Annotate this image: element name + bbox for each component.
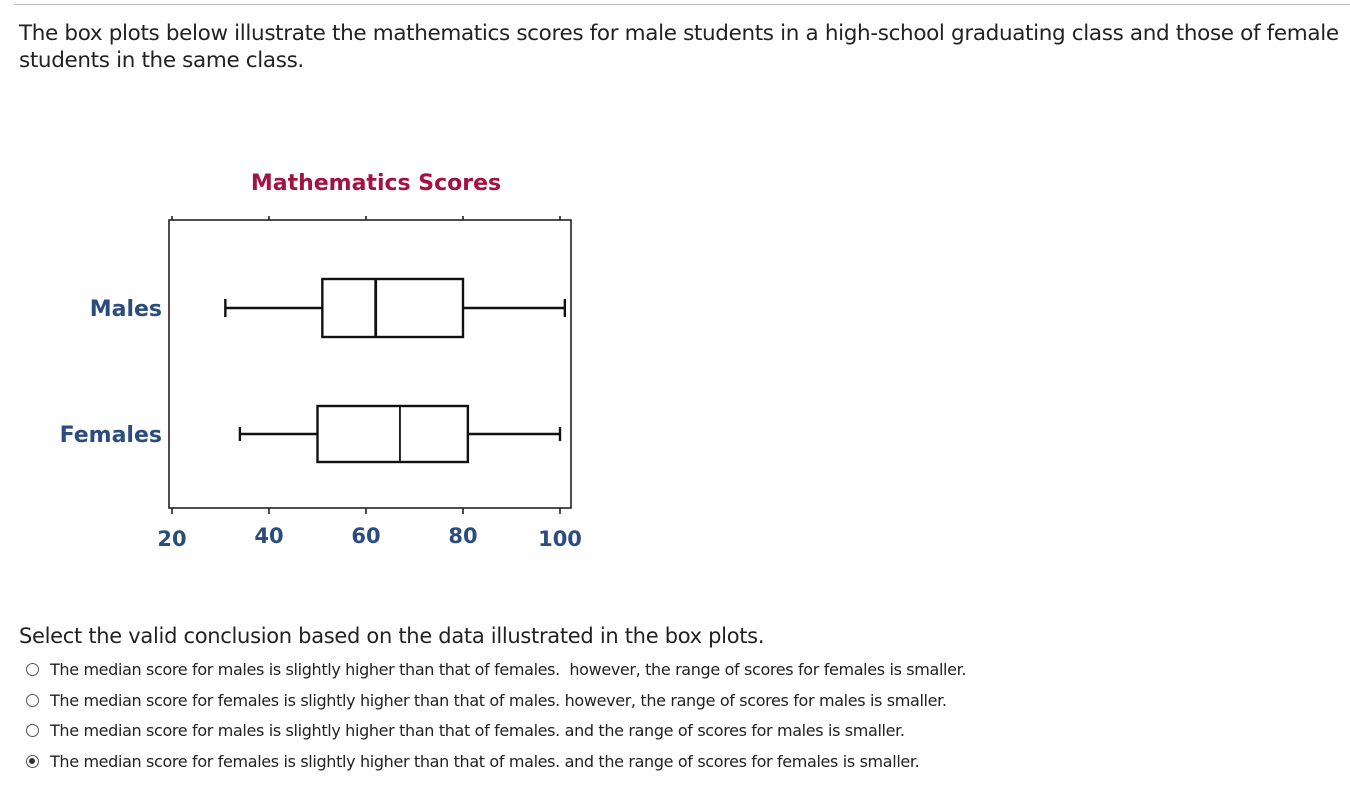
answer-option-label[interactable]: The median score for females is slightly… [50, 690, 947, 710]
box-plot-chart: Mathematics Scores 20 40 60 80 100 Males Fema… [60, 171, 582, 551]
category-label: Males [90, 297, 162, 322]
box-plots [224, 277, 567, 464]
answer-option-label[interactable]: The median score for males is slightly h… [50, 659, 967, 679]
category-label: Females [60, 423, 162, 448]
chart-title: Mathematics Scores [251, 171, 501, 196]
category-labels: Males Females [60, 297, 162, 448]
x-tick-label: 80 [448, 524, 477, 548]
box-plot-females [238, 404, 562, 464]
radio-button[interactable] [26, 693, 39, 707]
x-tick-label: 40 [254, 524, 283, 548]
top-divider [14, 4, 1350, 5]
answer-option[interactable]: The median score for females is slightly… [26, 685, 966, 716]
x-tick-label: 100 [538, 527, 582, 551]
x-tick-label: 20 [157, 527, 186, 551]
radio-button[interactable] [26, 724, 39, 738]
radio-button[interactable] [26, 662, 39, 676]
tick-labels: 20 40 60 80 100 [157, 524, 582, 551]
iqr-box [316, 404, 470, 464]
box-plot-males [224, 277, 567, 339]
x-tick-label: 60 [351, 524, 380, 548]
tick-marks [171, 216, 561, 514]
answer-option[interactable]: The median score for females is slightly… [26, 746, 966, 777]
iqr-box [321, 277, 465, 339]
question-prompt: Select the valid conclusion based on the… [19, 624, 765, 648]
answer-option-label[interactable]: The median score for females is slightly… [50, 751, 920, 771]
answer-option[interactable]: The median score for males is slightly h… [26, 715, 966, 746]
question-intro: The box plots below illustrate the mathe… [19, 21, 1339, 73]
answer-options: The median score for males is slightly h… [26, 654, 967, 777]
answer-option[interactable]: The median score for males is slightly h… [26, 654, 967, 685]
answer-option-label[interactable]: The median score for males is slightly h… [50, 721, 905, 741]
radio-button[interactable] [26, 754, 39, 768]
plot-frame [168, 219, 572, 509]
